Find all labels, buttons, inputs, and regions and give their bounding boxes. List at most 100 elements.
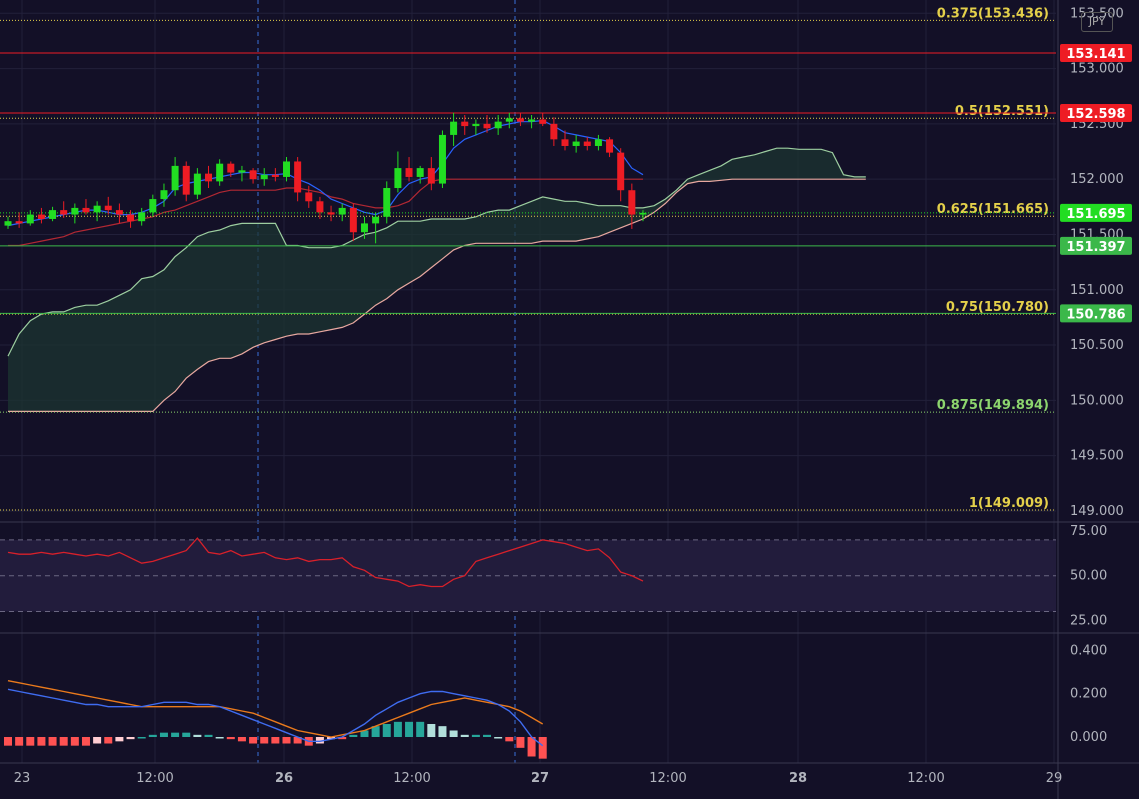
candle-body [561, 139, 569, 146]
horizontal-line-price-tag-text: 152.598 [1066, 107, 1125, 122]
macd-axis-tick: 0.000 [1070, 730, 1107, 745]
macd-histogram-bar [115, 737, 124, 742]
last-price-tag-text: 151.695 [1066, 207, 1125, 222]
candle-body [617, 152, 625, 191]
price-axis-tick: 151.000 [1070, 283, 1124, 298]
last-price-tag-bg [1060, 203, 1132, 222]
candle-body [182, 165, 190, 195]
candle-body [628, 190, 636, 215]
candle-body [37, 214, 45, 219]
macd-histogram-bar [494, 737, 503, 739]
price-axis-tick: 150.500 [1070, 338, 1124, 353]
macd-histogram-bar [226, 737, 235, 740]
candle-body [316, 201, 324, 213]
horizontal-line-price-tag: 150.786 [1060, 304, 1132, 323]
candle-body [583, 141, 591, 146]
candle-body [606, 139, 614, 153]
macd-histogram-bar [4, 737, 12, 746]
macd-histogram-bar [516, 737, 525, 748]
candle-body [260, 174, 268, 180]
price-axis-tick: 150.000 [1070, 393, 1124, 408]
candle-body [138, 212, 146, 222]
macd-histogram-bar [215, 737, 224, 739]
candle-body [405, 168, 413, 177]
rsi-axis-tick: 50.00 [1070, 569, 1107, 584]
candle-body [205, 173, 213, 182]
macd-histogram-bar [483, 734, 492, 737]
tenkan-sen-line [7, 119, 644, 227]
macd-histogram-bar [338, 737, 347, 740]
currency-badge[interactable]: JPY [1081, 12, 1113, 32]
candle-body [539, 119, 547, 124]
rsi-axis-tick: 75.00 [1070, 524, 1107, 539]
candle-body [572, 141, 580, 146]
candle-body [227, 163, 235, 173]
candle-body [216, 163, 224, 182]
macd-histogram-bar [15, 737, 24, 746]
macd-histogram-bar [182, 732, 191, 737]
fib-level-label: 1(149.009) [969, 496, 1049, 511]
candle-body [594, 139, 602, 146]
price-axis-tick: 152.000 [1070, 172, 1124, 187]
candle-body [294, 161, 302, 193]
candle-body [127, 214, 135, 222]
candle-body [427, 168, 435, 184]
macd-histogram-bar [171, 732, 180, 737]
fib-level-label: 0.375(153.436) [937, 6, 1049, 21]
rsi-line [7, 537, 644, 588]
macd-histogram-bar [349, 734, 358, 737]
candle-body [193, 173, 201, 195]
time-axis-tick: 29 [1046, 771, 1063, 786]
macd-histogram-bar [37, 737, 46, 746]
candle-body [349, 207, 357, 233]
price-axis-tick: 149.500 [1070, 449, 1124, 464]
rsi-band-fill [0, 539, 1056, 612]
candle-body [104, 205, 112, 211]
time-axis-tick: 28 [789, 771, 807, 786]
candle-body [394, 168, 402, 189]
macd-histogram-bar [59, 737, 68, 746]
time-axis-tick: 12:00 [393, 771, 430, 786]
candle-body [372, 216, 380, 224]
macd-histogram-bar [471, 734, 480, 737]
macd-histogram-bar [393, 721, 402, 737]
macd-histogram-bar [204, 734, 213, 737]
candle-body [528, 119, 536, 122]
time-axis-tick: 12:00 [907, 771, 944, 786]
candle-body [149, 199, 157, 213]
macd-histogram-bar [193, 734, 202, 737]
price-axis-tick: 149.000 [1070, 504, 1124, 519]
candles [4, 112, 647, 244]
macd-histogram-bar [271, 737, 280, 744]
candle-body [472, 123, 480, 127]
macd-histogram-bar [237, 737, 246, 742]
macd-signal-line [7, 680, 544, 738]
fib-level-label: 0.875(149.894) [937, 398, 1049, 413]
candle-body [15, 221, 23, 224]
fib-level-label: 0.625(151.665) [937, 202, 1049, 217]
candle-body [327, 212, 335, 215]
macd-histogram-bar [427, 724, 436, 737]
macd-histogram-bar [293, 737, 302, 744]
macd-histogram-bar [382, 724, 391, 737]
macd-histogram-bar [126, 737, 135, 740]
price-axis-tick: 153.500 [1070, 6, 1124, 21]
candle-body [516, 118, 524, 122]
candle-body [438, 134, 446, 184]
candle-body [550, 123, 558, 140]
macd-histogram-bar [538, 737, 547, 759]
macd-histogram-bar [315, 737, 324, 744]
rsi-axis-tick: 25.00 [1070, 613, 1107, 628]
horizontal-line-price-tag: 151.397 [1060, 236, 1132, 255]
horizontal-line-price-tag-bg [1060, 104, 1132, 123]
horizontal-line-price-tag-text: 153.141 [1066, 47, 1125, 62]
candle-body [338, 207, 346, 215]
candle-body [450, 121, 458, 135]
horizontal-line-price-tag-text: 151.397 [1066, 240, 1125, 255]
candle-body [60, 210, 68, 215]
time-axis-tick: 23 [14, 771, 31, 786]
last-price-tag: 151.695 [1060, 203, 1132, 222]
horizontal-line-price-tag-bg [1060, 236, 1132, 255]
macd-histogram-bar [260, 737, 269, 744]
